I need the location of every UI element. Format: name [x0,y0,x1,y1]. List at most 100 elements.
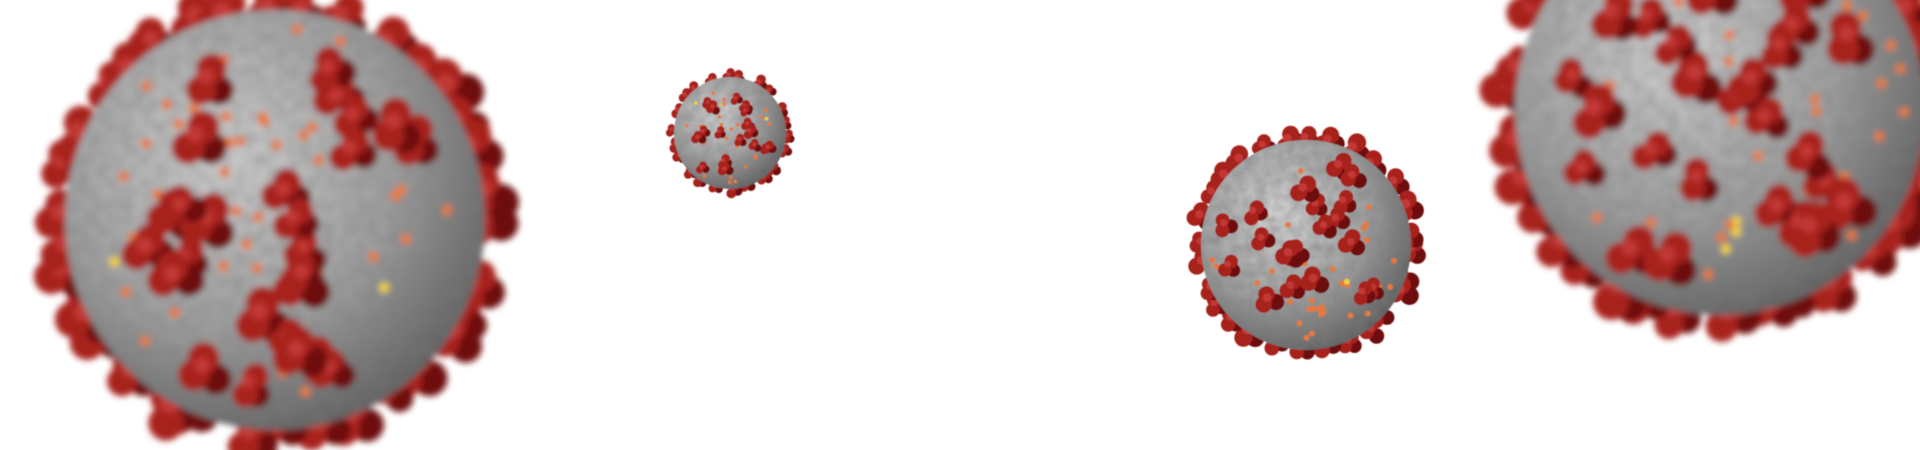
membrane-protein [1591,212,1602,223]
membrane-protein [1752,151,1763,162]
membrane-protein [743,165,748,169]
spike-protein [1305,193,1328,216]
spike-protein [1788,201,1841,258]
spike-protein [1630,131,1678,170]
membrane-protein [753,154,758,158]
membrane-protein [735,123,740,127]
membrane-protein [1809,94,1820,105]
membrane-protein [257,112,268,123]
membrane-protein [235,135,246,147]
membrane-protein [1724,30,1735,41]
spike-protein [1275,240,1305,268]
membrane-protein [1720,243,1731,255]
virus-particle-medium-right [1186,125,1426,360]
spike-protein [1255,286,1285,313]
spike-protein [714,126,726,139]
membrane-protein [252,212,264,223]
spike-protein [1572,83,1627,140]
membrane-protein [1306,306,1313,313]
spike-protein [1732,57,1779,105]
membrane-protein [118,171,129,182]
membrane-protein [1347,312,1354,319]
spike-protein [1218,254,1241,278]
membrane-protein [241,239,252,250]
membrane-protein [1364,237,1370,244]
spike-protein [1553,57,1595,100]
membrane-protein [1723,56,1734,67]
membrane-protein [729,127,733,131]
membrane-protein [1315,305,1322,312]
membrane-protein [109,256,120,267]
membrane-protein [724,136,729,141]
membrane-protein [1391,258,1397,264]
membrane-protein [313,155,324,166]
membrane-protein [169,307,180,318]
membrane-protein [733,179,738,184]
membrane-protein [1303,334,1310,341]
membrane-protein [1841,0,1853,11]
membrane-protein [1209,257,1215,264]
membrane-protein [1731,226,1742,237]
membrane-protein [1673,0,1684,8]
membrane-protein [1338,280,1345,287]
spike-protein [734,133,747,147]
membrane-protein [121,286,132,297]
spike-protein [1743,97,1790,139]
membrane-protein [764,117,769,121]
membrane-protein [218,261,229,272]
membrane-protein [1876,78,1887,89]
spike-protein [309,46,357,95]
membrane-protein [1365,204,1372,211]
spike-protein [1215,213,1239,238]
membrane-protein [1213,263,1220,270]
membrane-protein [1329,266,1336,272]
membrane-protein [161,99,172,110]
membrane-protein [400,234,411,245]
spike-protein [178,342,232,395]
membrane-protein [1646,217,1657,228]
membrane-protein [767,122,772,126]
membrane-protein [224,137,235,149]
virus-particle-large-right-edge [1479,0,1920,342]
membrane-protein [139,335,151,347]
membrane-protein [141,80,152,92]
membrane-protein [335,36,346,47]
membrane-protein [1308,297,1315,304]
spike-protein [1312,214,1338,239]
membrane-protein [300,386,311,397]
spike-protein [1760,24,1804,70]
virus-particle-small-center [665,68,795,199]
membrane-protein [231,206,242,217]
membrane-protein [1874,131,1885,142]
membrane-protein [711,91,716,95]
membrane-protein [390,191,401,202]
membrane-protein [693,101,698,105]
membrane-protein [220,111,232,123]
spike-protein [1324,206,1351,230]
spike-protein [743,124,759,140]
membrane-protein [722,102,726,106]
membrane-protein [717,115,722,119]
spike-protein [730,92,744,106]
spike-protein [372,97,421,153]
spike-protein [333,94,380,138]
spike-protein [272,325,328,377]
virus-particle-large-left [33,0,519,450]
membrane-protein [1364,310,1371,317]
membrane-protein [1724,219,1735,230]
membrane-protein [1343,278,1350,285]
membrane-protein [1320,309,1327,316]
spike-protein [1590,0,1638,41]
membrane-protein [1885,40,1896,51]
membrane-protein [1858,10,1869,21]
membrane-protein [442,204,453,216]
spike-protein [1353,281,1376,306]
spike-protein [1654,24,1698,66]
membrane-protein [368,251,379,262]
spike-protein [180,192,235,250]
spike-protein [740,105,753,117]
membrane-protein [1296,320,1303,327]
membrane-protein [1716,232,1727,243]
